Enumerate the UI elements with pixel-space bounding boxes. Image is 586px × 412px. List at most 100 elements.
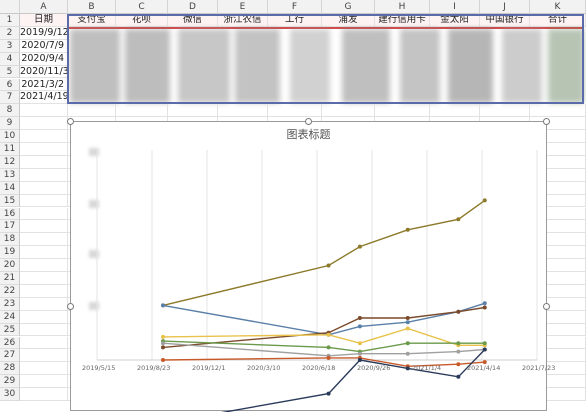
empty-cell[interactable] — [168, 104, 218, 117]
row-header-5[interactable]: 5 — [0, 66, 20, 79]
empty-cell[interactable] — [20, 233, 68, 246]
row-header-7[interactable]: 7 — [0, 91, 20, 104]
column-header-g[interactable]: G — [322, 0, 375, 14]
row-header-6[interactable]: 6 — [0, 79, 20, 92]
header-cell[interactable]: 中国银行 — [480, 14, 530, 27]
row-header-28[interactable]: 28 — [0, 362, 20, 375]
empty-cell[interactable] — [20, 272, 68, 285]
empty-cell[interactable] — [20, 130, 68, 143]
row-header-21[interactable]: 21 — [0, 272, 20, 285]
empty-cell[interactable] — [20, 195, 68, 208]
empty-cell[interactable] — [20, 156, 68, 169]
column-header-i[interactable]: I — [430, 0, 480, 14]
row-header-9[interactable]: 9 — [0, 117, 20, 130]
resize-handle-middle-left[interactable] — [67, 303, 74, 310]
row-header-18[interactable]: 18 — [0, 233, 20, 246]
empty-cell[interactable] — [20, 349, 68, 362]
empty-cell[interactable] — [20, 208, 68, 221]
empty-cell[interactable] — [20, 104, 68, 117]
header-cell[interactable]: 浦发 — [322, 14, 375, 27]
row-header-25[interactable]: 25 — [0, 324, 20, 337]
row-header-12[interactable]: 12 — [0, 156, 20, 169]
column-header-j[interactable]: J — [480, 0, 530, 14]
empty-cell[interactable] — [268, 104, 322, 117]
row-header-1[interactable]: 1 — [0, 14, 20, 27]
empty-cell[interactable] — [68, 104, 116, 117]
header-cell[interactable]: 支付宝 — [68, 14, 116, 27]
row-header-27[interactable]: 27 — [0, 349, 20, 362]
header-cell[interactable]: 建行信用卡 — [375, 14, 430, 27]
row-header-11[interactable]: 11 — [0, 143, 20, 156]
date-cell[interactable]: 2021/4/19 — [20, 91, 68, 104]
empty-cell[interactable] — [20, 337, 68, 350]
empty-cell[interactable] — [20, 298, 68, 311]
empty-cell[interactable] — [20, 324, 68, 337]
empty-cell[interactable] — [20, 169, 68, 182]
row-header-13[interactable]: 13 — [0, 169, 20, 182]
empty-cell[interactable] — [20, 246, 68, 259]
header-cell[interactable]: 工行 — [268, 14, 322, 27]
row-header-19[interactable]: 19 — [0, 246, 20, 259]
empty-cell[interactable] — [20, 375, 68, 388]
row-header-10[interactable]: 10 — [0, 130, 20, 143]
empty-cell[interactable] — [20, 182, 68, 195]
row-header-20[interactable]: 20 — [0, 259, 20, 272]
data-point — [483, 341, 487, 345]
row-header-2[interactable]: 2 — [0, 27, 20, 40]
header-cell[interactable]: 金太阳 — [430, 14, 480, 27]
row-header-4[interactable]: 4 — [0, 53, 20, 66]
empty-cell[interactable] — [322, 104, 375, 117]
column-header-b[interactable]: B — [68, 0, 116, 14]
date-cell[interactable]: 2019/9/12 — [20, 27, 68, 40]
date-cell[interactable]: 2021/3/2 — [20, 79, 68, 92]
header-cell[interactable]: 浙江农信 — [218, 14, 268, 27]
empty-cell[interactable] — [20, 285, 68, 298]
header-cell[interactable]: 花呗 — [116, 14, 168, 27]
empty-cell[interactable] — [20, 220, 68, 233]
empty-cell[interactable] — [20, 143, 68, 156]
select-all-corner[interactable] — [0, 0, 20, 14]
date-cell[interactable]: 2020/9/4 — [20, 53, 68, 66]
row-header-22[interactable]: 22 — [0, 285, 20, 298]
resize-handle-middle-right[interactable] — [543, 303, 550, 310]
column-header-f[interactable]: F — [268, 0, 322, 14]
empty-cell[interactable] — [218, 104, 268, 117]
row-header-17[interactable]: 17 — [0, 220, 20, 233]
column-header-d[interactable]: D — [168, 0, 218, 14]
row-header-23[interactable]: 23 — [0, 298, 20, 311]
column-header-k[interactable]: K — [530, 0, 586, 14]
column-header-h[interactable]: H — [375, 0, 430, 14]
empty-cell[interactable] — [20, 362, 68, 375]
resize-handle-top-center[interactable] — [305, 118, 312, 125]
empty-cell[interactable] — [116, 104, 168, 117]
row-header-3[interactable]: 3 — [0, 40, 20, 53]
empty-cell[interactable] — [20, 259, 68, 272]
resize-handle-top-left[interactable] — [67, 118, 74, 125]
row-header-24[interactable]: 24 — [0, 311, 20, 324]
empty-cell[interactable] — [20, 388, 68, 401]
empty-cell[interactable] — [480, 104, 530, 117]
row-header-26[interactable]: 26 — [0, 337, 20, 350]
column-header-e[interactable]: E — [218, 0, 268, 14]
header-cell[interactable]: 日期 — [20, 14, 68, 27]
header-cell[interactable]: 微信 — [168, 14, 218, 27]
date-cell[interactable]: 2020/11/30 — [20, 66, 68, 79]
column-header-c[interactable]: C — [116, 0, 168, 14]
resize-handle-top-right[interactable] — [543, 118, 550, 125]
row-header-29[interactable]: 29 — [0, 375, 20, 388]
empty-cell[interactable] — [20, 117, 68, 130]
header-cell[interactable]: 合计 — [530, 14, 586, 27]
empty-cell[interactable] — [530, 104, 586, 117]
row-header-16[interactable]: 16 — [0, 208, 20, 221]
column-header-a[interactable]: A — [20, 0, 68, 14]
date-cell[interactable]: 2020/7/9 — [20, 40, 68, 53]
empty-cell[interactable] — [20, 311, 68, 324]
empty-cell[interactable] — [375, 104, 430, 117]
row-header-8[interactable]: 8 — [0, 104, 20, 117]
row-header-15[interactable]: 15 — [0, 195, 20, 208]
data-point — [161, 345, 165, 349]
row-header-30[interactable]: 30 — [0, 388, 20, 401]
row-header-14[interactable]: 14 — [0, 182, 20, 195]
empty-cell[interactable] — [430, 104, 480, 117]
